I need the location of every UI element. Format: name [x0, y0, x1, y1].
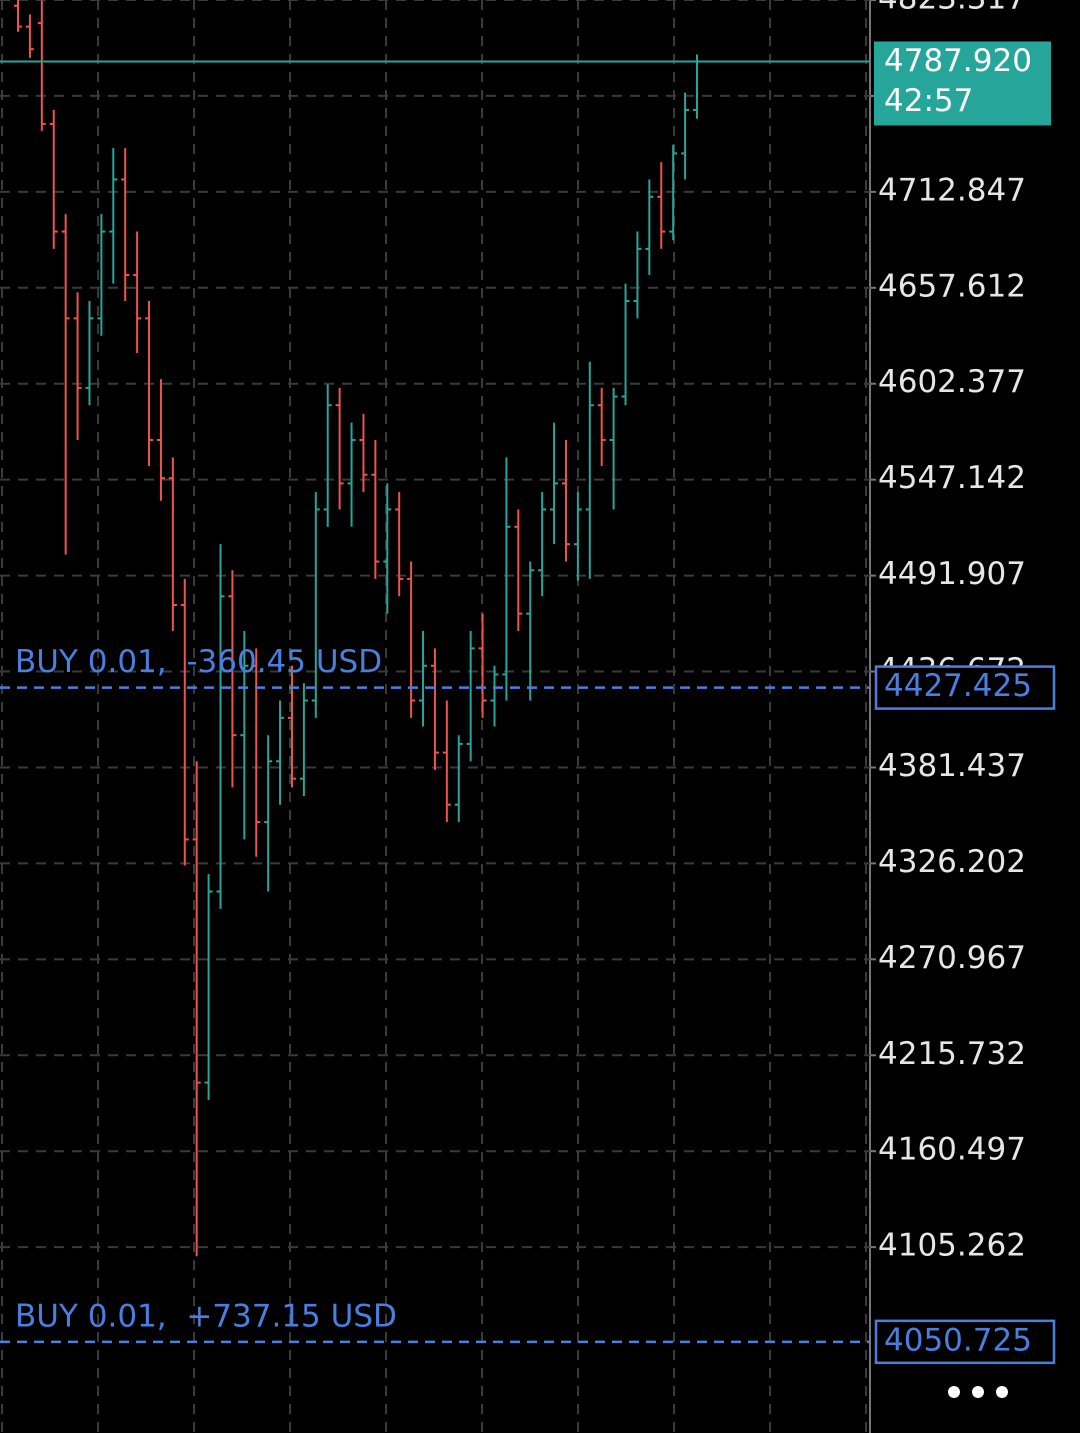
menu-dot — [972, 1386, 984, 1398]
menu-dot — [948, 1386, 960, 1398]
more-menu[interactable] — [948, 1386, 1008, 1398]
current-price-timer: 42:57 — [884, 83, 973, 119]
y-tick-label: 4547.142 — [878, 460, 1026, 496]
menu-dot — [996, 1386, 1008, 1398]
position-price-box — [874, 1319, 1056, 1365]
y-tick-label: 4657.612 — [878, 268, 1026, 304]
position-label: BUY 0.01, -360.45 USD — [15, 644, 382, 680]
y-tick-label: 4712.847 — [878, 172, 1026, 208]
y-tick-label: 4105.262 — [878, 1228, 1026, 1264]
position-label: BUY 0.01, +737.15 USD — [15, 1298, 397, 1334]
y-tick-label: 4326.202 — [878, 844, 1026, 880]
current-price-label: 4787.920 — [884, 43, 1032, 79]
position-price-label: 4050.725 — [884, 1322, 1032, 1358]
position-price-label: 4427.425 — [884, 668, 1032, 704]
y-tick-label: 4381.437 — [878, 748, 1026, 784]
y-tick-label: 4491.907 — [878, 556, 1026, 592]
y-tick-label: 4215.732 — [878, 1036, 1026, 1072]
y-tick-label: 4602.377 — [878, 364, 1026, 400]
position-price-box — [874, 665, 1056, 710]
y-tick-label: 4270.967 — [878, 940, 1026, 976]
current-price-box — [874, 41, 1051, 126]
y-tick-label: 4160.497 — [878, 1132, 1026, 1168]
y-tick-label: 4823.317 — [878, 0, 1026, 17]
vertical-grid — [1, 0, 867, 1433]
